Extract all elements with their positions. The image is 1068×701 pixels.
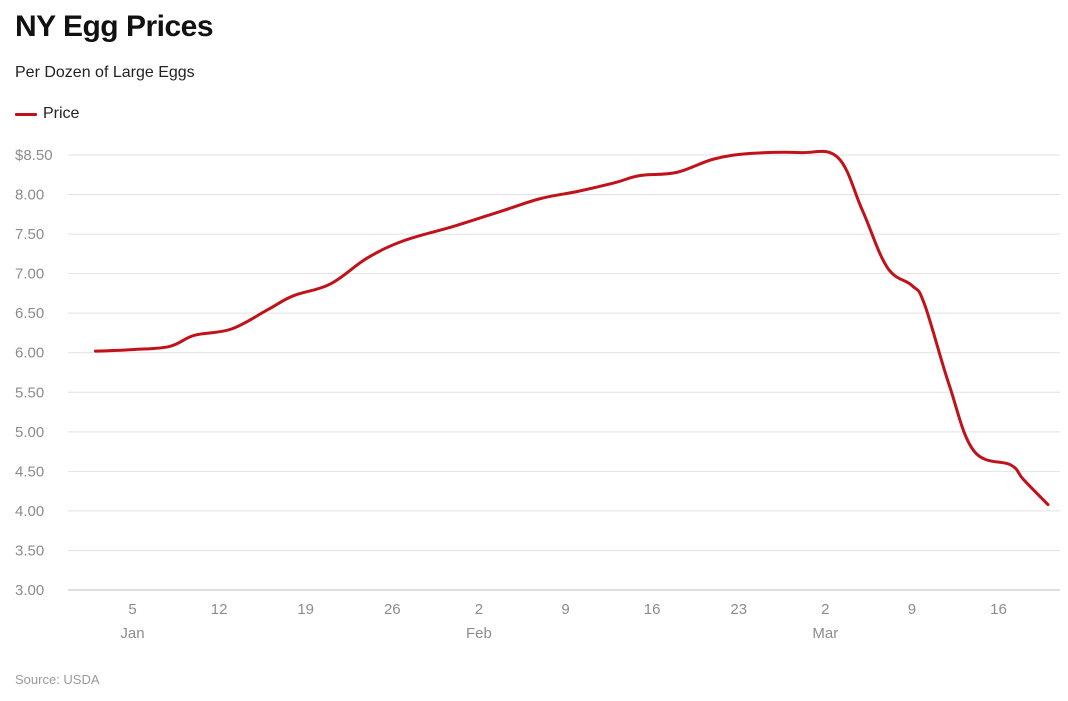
x-tick-label: 19 (297, 601, 314, 618)
x-month-label: Jan (120, 625, 144, 642)
chart-title: NY Egg Prices (15, 10, 214, 43)
y-tick-label: 3.00 (15, 582, 44, 599)
x-tick-label: 9 (561, 601, 569, 618)
x-tick-label: 26 (384, 601, 401, 618)
y-tick-label: 4.50 (15, 463, 44, 480)
legend-swatch (15, 112, 37, 116)
y-tick-label: 7.50 (15, 226, 44, 243)
x-month-label: Feb (466, 625, 492, 642)
y-tick-label: 6.50 (15, 305, 44, 322)
x-tick-label: 16 (990, 601, 1007, 618)
x-month-label: Mar (812, 625, 838, 642)
y-tick-label: 4.00 (15, 503, 44, 520)
series-line-price (93, 149, 1050, 507)
y-tick-label: $8.50 (15, 147, 53, 164)
y-tick-label: 3.50 (15, 542, 44, 559)
y-tick-label: 5.50 (15, 384, 44, 401)
x-tick-label: 2 (475, 601, 483, 618)
source-note: Source: USDA (15, 672, 100, 687)
y-tick-label: 8.00 (15, 187, 44, 204)
chart-subtitle: Per Dozen of Large Eggs (15, 64, 195, 81)
y-tick-label: 5.00 (15, 424, 44, 441)
x-tick-label: 12 (211, 601, 228, 618)
x-tick-label: 2 (821, 601, 829, 618)
x-tick-label: 23 (730, 601, 747, 618)
x-tick-label: 16 (644, 601, 661, 618)
legend-label: Price (43, 105, 80, 122)
y-tick-label: 7.00 (15, 266, 44, 283)
x-tick-label: 9 (908, 601, 916, 618)
y-tick-label: 6.00 (15, 345, 44, 362)
legend: Price (15, 105, 79, 123)
x-tick-label: 5 (128, 601, 136, 618)
